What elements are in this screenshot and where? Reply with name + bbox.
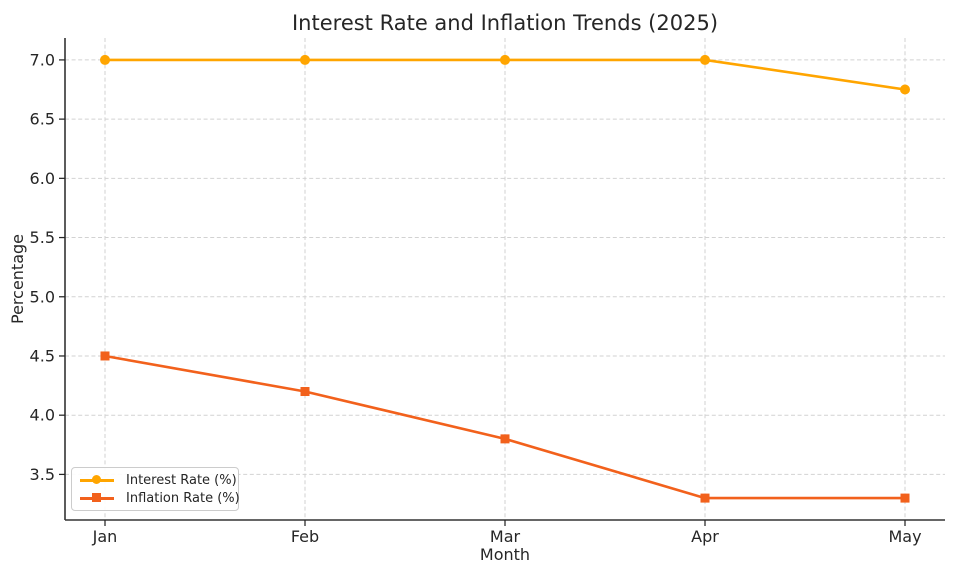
y-axis-label: Percentage xyxy=(8,234,27,324)
gridlines xyxy=(65,38,945,520)
legend-label: Interest Rate (%) xyxy=(126,472,237,488)
legend-line-sample xyxy=(80,475,114,485)
legend: Interest Rate (%) Inflation Rate (%) xyxy=(71,467,240,511)
y-tick-label: 6.5 xyxy=(30,110,55,129)
y-tick-label: 4.0 xyxy=(30,406,55,425)
inflation-rate-marker xyxy=(500,434,510,444)
y-tick-label: 6.0 xyxy=(30,169,55,188)
inflation-rate-marker xyxy=(300,387,310,397)
legend-item: Interest Rate (%) xyxy=(80,473,237,488)
y-tick-label: 7.0 xyxy=(30,50,55,69)
axis-tick-marks xyxy=(59,59,906,526)
x-tick-label: Apr xyxy=(691,527,719,546)
x-tick-label: Jan xyxy=(92,527,118,546)
inflation-rate-marker xyxy=(700,493,710,503)
y-tick-label: 5.0 xyxy=(30,287,55,306)
legend-line-sample xyxy=(80,493,114,503)
x-axis-label: Month xyxy=(480,545,530,564)
y-tick-label: 4.5 xyxy=(30,346,55,365)
axis-tick-labels: 3.5 4.0 4.5 5.0 5.5 6.0 6.5 7.0 Jan Feb Mar Apr May xyxy=(30,50,922,546)
x-tick-label: Feb xyxy=(291,527,319,546)
x-tick-label: Mar xyxy=(490,527,521,546)
interest-rate-marker xyxy=(300,54,310,65)
y-tick-label: 3.5 xyxy=(30,465,55,484)
data-series xyxy=(100,54,910,503)
interest-rate-marker xyxy=(900,84,910,95)
legend-circle-marker-icon xyxy=(92,475,101,484)
interest-rate-marker xyxy=(700,54,710,65)
inflation-rate-marker xyxy=(100,351,110,361)
x-tick-label: May xyxy=(888,527,921,546)
interest-rate-marker xyxy=(500,54,510,65)
legend-label: Inflation Rate (%) xyxy=(126,490,240,506)
y-tick-label: 5.5 xyxy=(30,228,55,247)
legend-item: Inflation Rate (%) xyxy=(80,491,240,506)
inflation-rate-marker xyxy=(900,493,910,503)
legend-square-marker-icon xyxy=(92,493,101,502)
interest-rate-marker xyxy=(100,54,110,65)
chart-title: Interest Rate and Inflation Trends (2025… xyxy=(292,11,718,35)
